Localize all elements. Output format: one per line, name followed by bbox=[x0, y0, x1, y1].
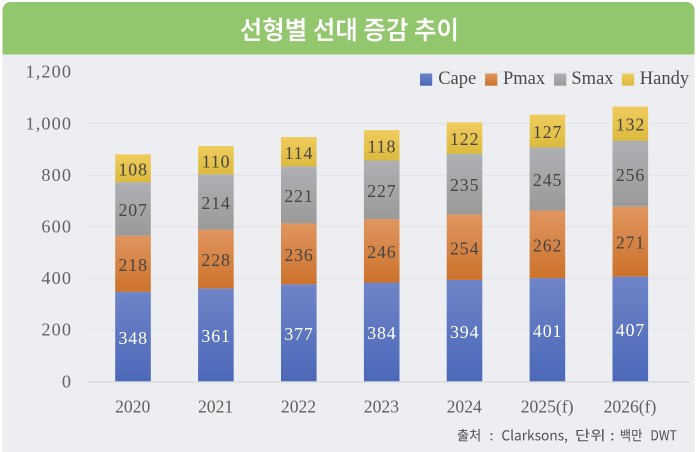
svg-text:2024: 2024 bbox=[447, 397, 482, 417]
svg-text:110: 110 bbox=[202, 151, 231, 171]
svg-text:262: 262 bbox=[533, 235, 562, 255]
svg-text:256: 256 bbox=[616, 165, 645, 185]
svg-text:227: 227 bbox=[367, 181, 396, 201]
svg-text:235: 235 bbox=[450, 175, 479, 195]
svg-text:228: 228 bbox=[201, 250, 230, 270]
svg-text:108: 108 bbox=[119, 159, 148, 179]
svg-text:2023: 2023 bbox=[364, 397, 399, 417]
svg-text:200: 200 bbox=[41, 320, 72, 340]
svg-text:1,000: 1,000 bbox=[25, 113, 72, 133]
svg-text:348: 348 bbox=[119, 328, 148, 348]
svg-text:122: 122 bbox=[450, 129, 479, 149]
svg-text:127: 127 bbox=[533, 122, 562, 142]
svg-text:401: 401 bbox=[533, 321, 562, 341]
svg-text:2021: 2021 bbox=[198, 397, 233, 417]
svg-text:236: 236 bbox=[284, 245, 313, 265]
svg-text:2020: 2020 bbox=[115, 397, 150, 417]
svg-text:114: 114 bbox=[285, 143, 314, 163]
svg-text:132: 132 bbox=[616, 115, 645, 135]
svg-text:254: 254 bbox=[450, 238, 479, 258]
svg-text:800: 800 bbox=[41, 165, 72, 185]
svg-text:394: 394 bbox=[450, 322, 479, 342]
svg-text:361: 361 bbox=[201, 326, 230, 346]
svg-text:118: 118 bbox=[368, 136, 397, 156]
svg-text:2026(f): 2026(f) bbox=[604, 397, 657, 417]
svg-text:Cape: Cape bbox=[438, 69, 476, 89]
svg-text:2022: 2022 bbox=[281, 397, 316, 417]
svg-text:271: 271 bbox=[616, 233, 645, 253]
svg-text:407: 407 bbox=[616, 320, 645, 340]
svg-text:1,200: 1,200 bbox=[25, 62, 72, 82]
svg-text:384: 384 bbox=[367, 323, 396, 343]
svg-text:400: 400 bbox=[41, 268, 72, 288]
svg-text:600: 600 bbox=[41, 217, 72, 237]
svg-text:207: 207 bbox=[119, 200, 148, 220]
svg-text:221: 221 bbox=[284, 186, 313, 206]
svg-text:245: 245 bbox=[533, 170, 562, 190]
svg-text:246: 246 bbox=[367, 242, 396, 262]
svg-text:214: 214 bbox=[201, 193, 230, 213]
svg-text:Pmax: Pmax bbox=[503, 69, 546, 89]
svg-text:2025(f): 2025(f) bbox=[521, 397, 574, 417]
svg-text:Handy: Handy bbox=[640, 69, 690, 89]
svg-text:377: 377 bbox=[284, 324, 313, 344]
svg-text:218: 218 bbox=[119, 255, 148, 275]
svg-text:0: 0 bbox=[62, 371, 72, 391]
svg-text:Smax: Smax bbox=[571, 69, 614, 89]
